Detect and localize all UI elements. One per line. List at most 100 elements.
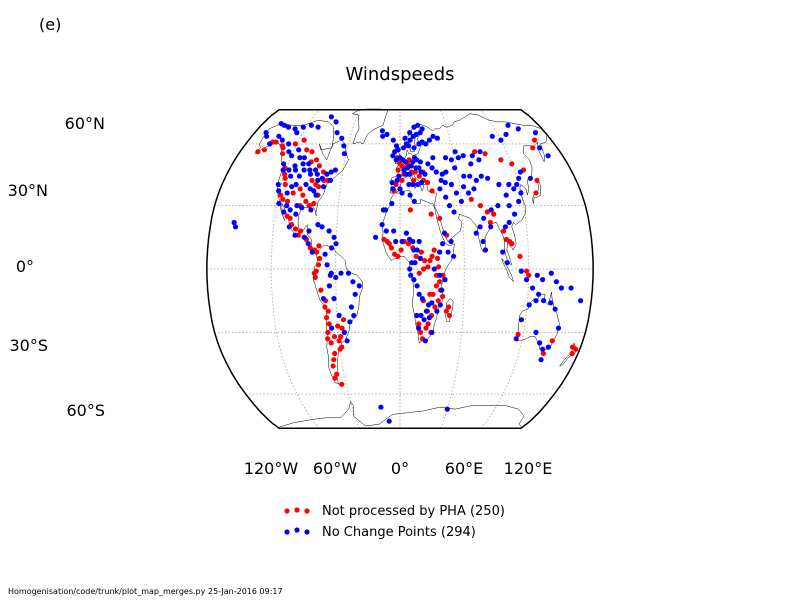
legend-label-not-processed: Not processed by PHA (250) [322, 504, 505, 519]
point-no-change [443, 169, 449, 175]
point-no-change [276, 188, 282, 194]
lon-label-60e: 60°E [445, 459, 483, 478]
point-no-change [287, 207, 293, 213]
point-not-processed [280, 196, 286, 202]
point-not-processed [324, 315, 330, 321]
point-no-change [419, 296, 425, 302]
point-not-processed [534, 177, 540, 183]
point-no-change [289, 153, 295, 159]
point-no-change [502, 224, 508, 230]
point-no-change [389, 200, 395, 207]
lat-label-60s: 60°S [66, 401, 105, 420]
point-no-change [284, 190, 290, 196]
point-no-change [437, 302, 443, 308]
point-no-change [379, 128, 385, 134]
latitude-labels: 60°N 30°N 0° 30°S 60°S [8, 114, 105, 420]
point-no-change [425, 161, 431, 167]
point-no-change [333, 241, 339, 247]
point-no-change [442, 277, 448, 283]
lat-label-30s: 30°S [9, 336, 48, 355]
point-not-processed [491, 211, 497, 217]
point-no-change [537, 340, 543, 346]
point-no-change [297, 155, 303, 161]
point-no-change [506, 181, 512, 188]
point-no-change [514, 181, 520, 188]
point-no-change [446, 203, 453, 209]
point-no-change [489, 133, 495, 139]
point-no-change [496, 181, 502, 188]
point-no-change [568, 285, 574, 291]
point-no-change [498, 137, 504, 143]
point-no-change [419, 126, 425, 132]
point-not-processed [335, 323, 341, 329]
point-not-processed [569, 350, 575, 357]
point-no-change [418, 169, 424, 175]
point-no-change [443, 194, 449, 200]
point-no-change [306, 228, 312, 234]
point-not-processed [325, 308, 331, 314]
point-not-processed [316, 243, 322, 249]
point-no-change [347, 319, 353, 325]
point-not-processed [290, 190, 296, 196]
point-no-change [411, 145, 417, 151]
point-no-change [393, 143, 400, 149]
point-no-change [527, 175, 534, 181]
lon-label-120e: 120°E [504, 459, 553, 478]
point-no-change [434, 135, 440, 141]
point-no-change [414, 247, 420, 253]
point-not-processed [531, 137, 538, 143]
panel-label: (e) [39, 15, 61, 34]
point-no-change [351, 312, 357, 319]
point-no-change [442, 155, 449, 161]
point-no-change [284, 203, 290, 209]
point-no-change [389, 179, 395, 186]
point-not-processed [540, 350, 547, 357]
point-no-change [391, 228, 397, 234]
point-not-processed [313, 181, 319, 188]
point-no-change [495, 203, 501, 209]
point-no-change [333, 119, 339, 125]
point-not-processed [501, 228, 507, 234]
point-not-processed [430, 291, 436, 297]
point-not-processed [284, 213, 290, 219]
point-not-processed [339, 325, 345, 331]
point-not-processed [273, 139, 279, 145]
point-not-processed [446, 304, 452, 310]
point-not-processed [316, 163, 322, 169]
lat-label-equator: 0° [16, 257, 34, 276]
point-no-change [540, 298, 547, 304]
point-no-change [319, 224, 325, 230]
point-not-processed [332, 350, 338, 357]
point-no-change [326, 228, 332, 234]
point-no-change [293, 181, 299, 188]
point-no-change [407, 137, 413, 143]
point-not-processed [446, 312, 452, 319]
point-no-change [530, 285, 536, 291]
point-no-change [341, 329, 347, 335]
legend-marker-no-change [284, 527, 310, 535]
map-title: Windspeeds [346, 64, 455, 85]
point-not-processed [309, 177, 315, 183]
point-not-processed [303, 198, 309, 204]
point-no-change [333, 274, 339, 280]
point-no-change [329, 245, 335, 251]
point-no-change [555, 325, 562, 331]
point-not-processed [421, 266, 427, 272]
coastline-antarctica [277, 401, 525, 428]
point-no-change [392, 149, 398, 155]
point-no-change [292, 163, 298, 169]
point-no-change [286, 141, 292, 147]
point-no-change [407, 130, 413, 136]
point-no-change [406, 181, 412, 188]
point-no-change [540, 277, 546, 283]
point-no-change [327, 177, 334, 183]
coastline-greenland [352, 108, 389, 145]
point-no-change [382, 207, 389, 213]
point-not-processed [530, 145, 536, 151]
point-no-change [518, 317, 525, 323]
point-no-change [393, 238, 399, 245]
point-not-processed [533, 190, 539, 196]
point-no-change [402, 159, 409, 165]
point-not-processed [412, 169, 418, 175]
point-no-change [516, 198, 522, 204]
